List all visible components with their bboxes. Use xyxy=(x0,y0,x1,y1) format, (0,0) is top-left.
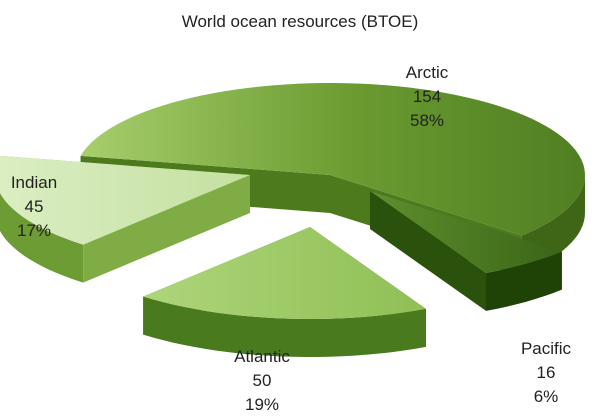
label-arctic-category: Arctic xyxy=(406,63,449,82)
label-atlantic: Atlantic 50 19% xyxy=(234,347,290,414)
label-atlantic-value: 50 xyxy=(253,371,272,390)
label-pacific: Pacific 16 6% xyxy=(521,339,572,406)
slice-atlantic-top xyxy=(143,227,426,319)
label-arctic-value: 154 xyxy=(413,87,441,106)
label-atlantic-category: Atlantic xyxy=(234,347,290,366)
label-pacific-category: Pacific xyxy=(521,339,572,358)
label-indian-value: 45 xyxy=(25,197,44,216)
pie-slices xyxy=(0,83,585,357)
label-atlantic-percent: 19% xyxy=(245,395,279,414)
chart-title: World ocean resources (BTOE) xyxy=(182,12,419,31)
label-pacific-percent: 6% xyxy=(534,387,559,406)
label-arctic-percent: 58% xyxy=(410,111,444,130)
label-indian-category: Indian xyxy=(11,173,57,192)
slice-atlantic xyxy=(143,227,426,357)
label-indian-percent: 17% xyxy=(17,221,51,240)
label-pacific-value: 16 xyxy=(537,363,556,382)
